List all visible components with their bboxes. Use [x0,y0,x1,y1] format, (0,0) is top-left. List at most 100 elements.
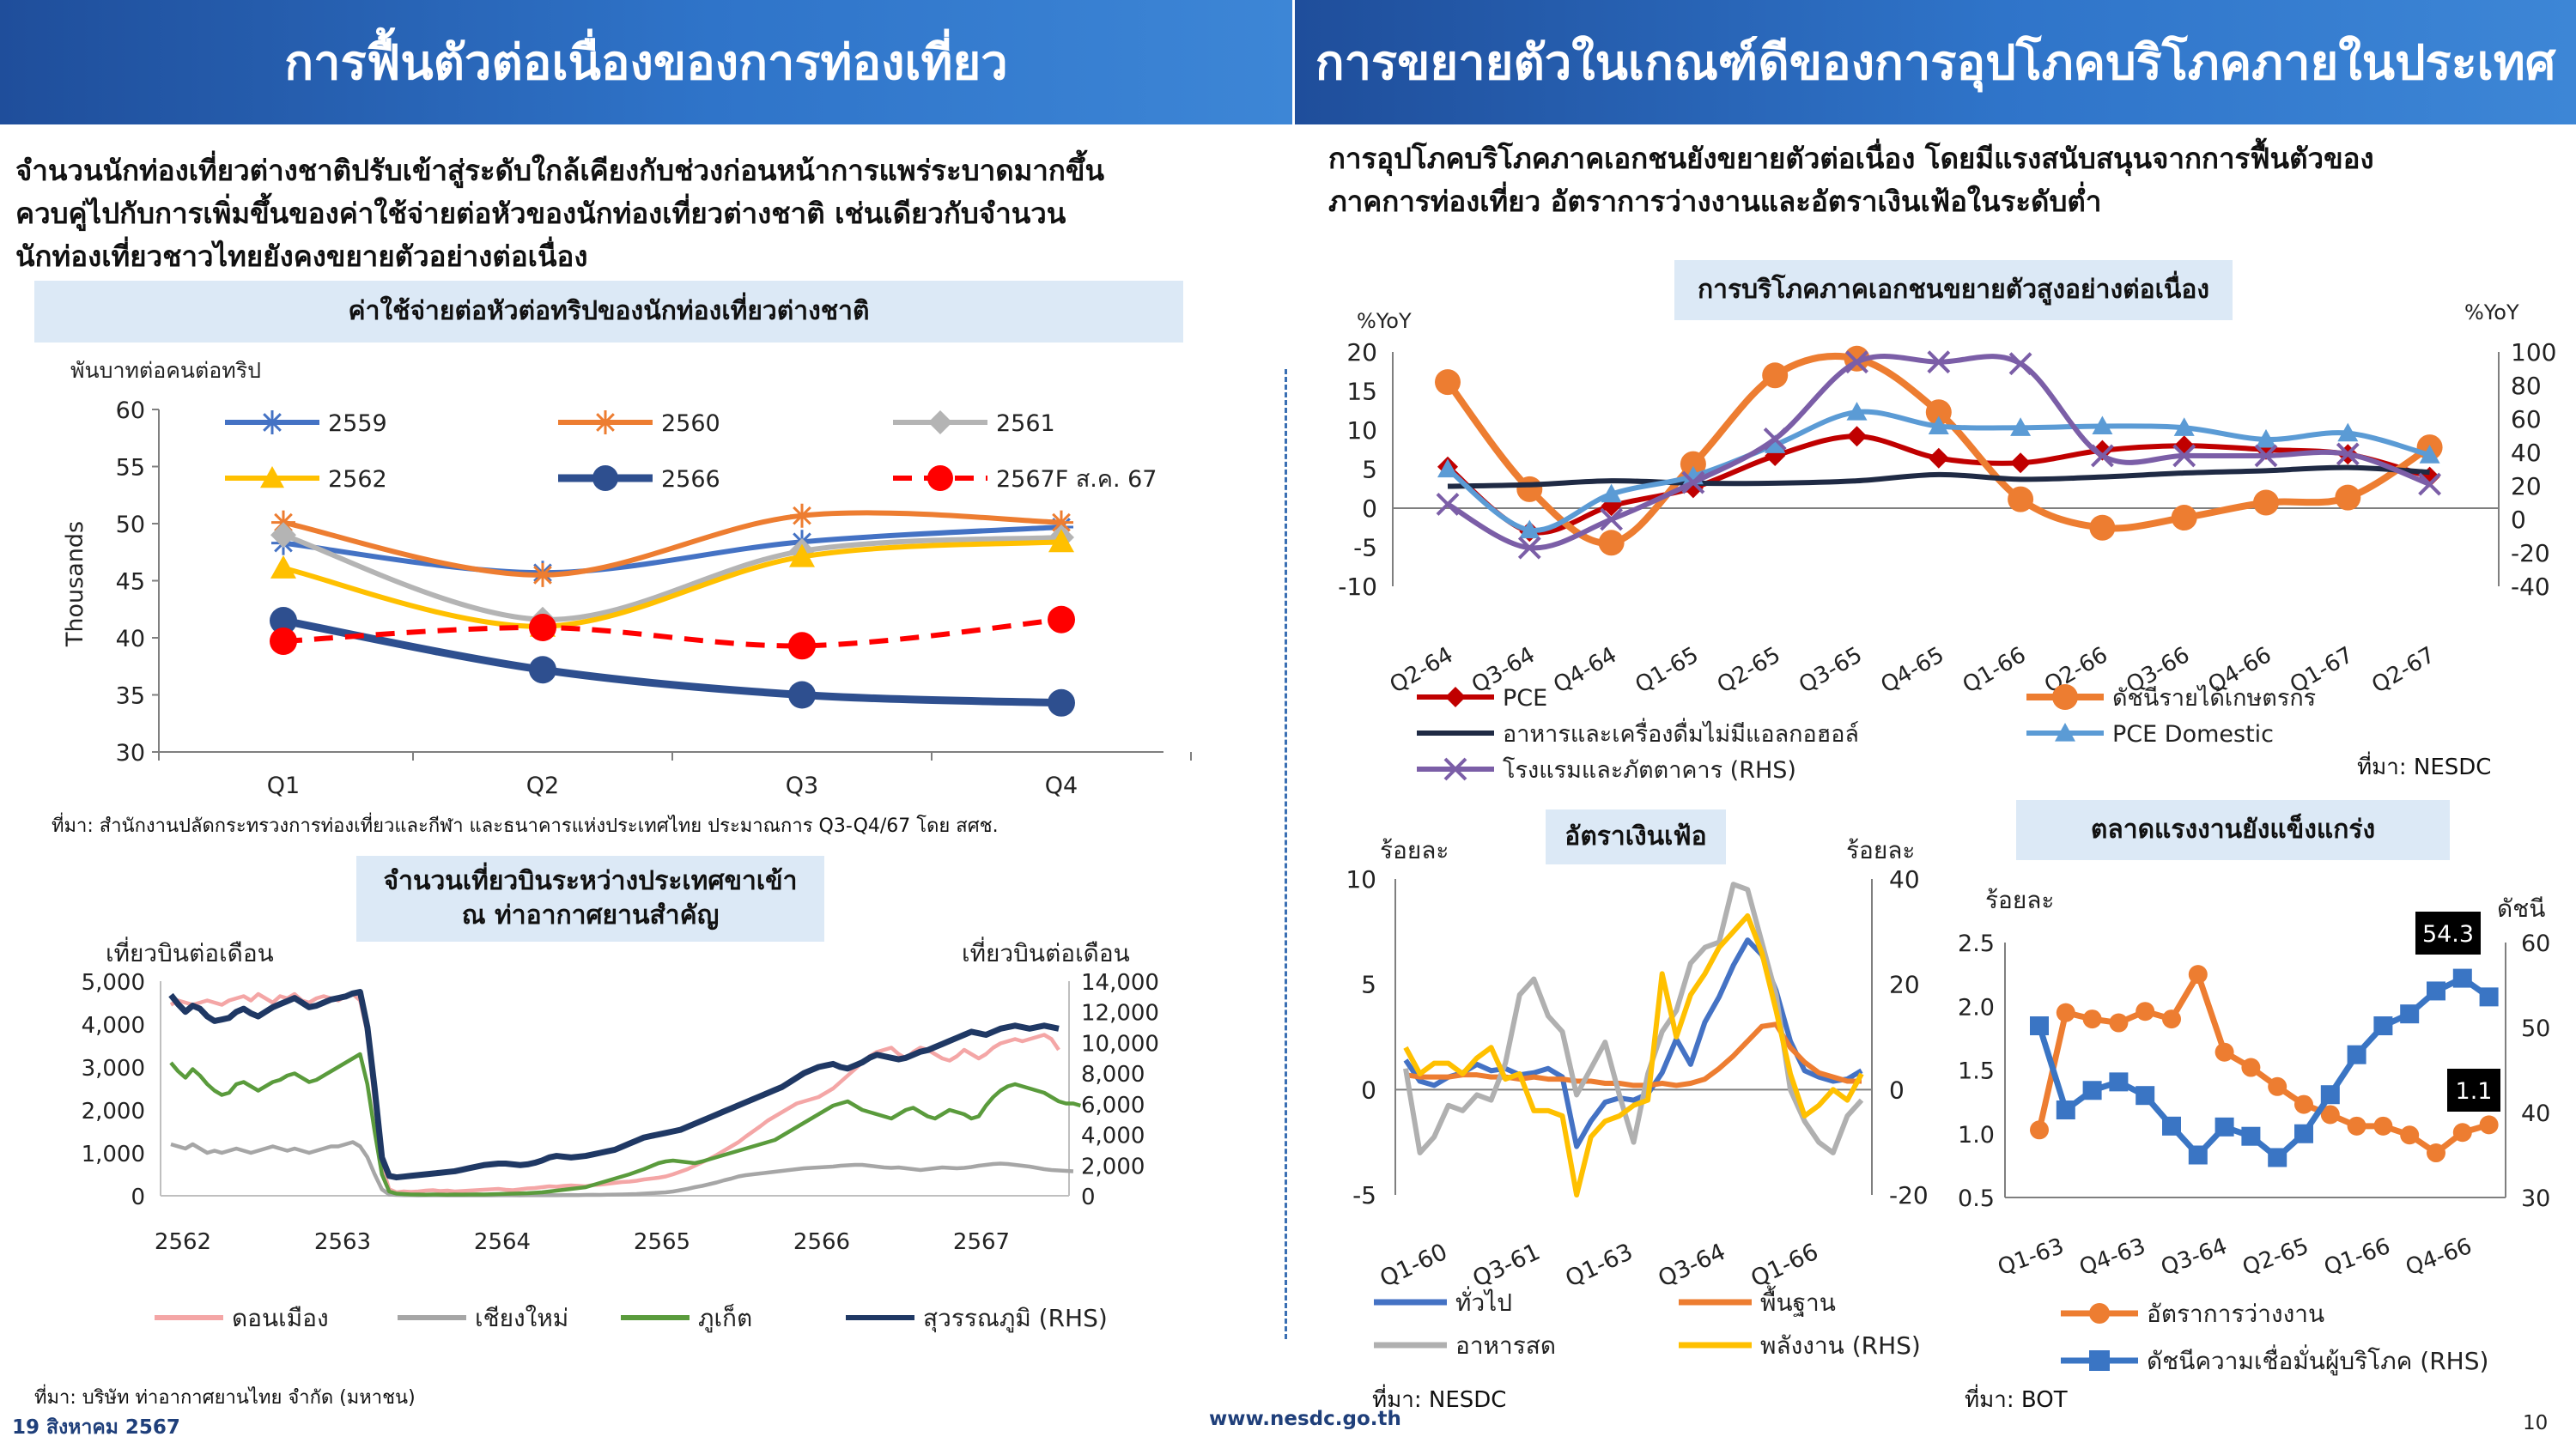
data-point [1925,399,1952,426]
x-tick-label: 2563 [314,1229,371,1255]
data-point [788,681,816,709]
data-point [2452,1123,2472,1143]
right-unit-label: ร้อยละ [1846,836,1915,864]
legend-label: 2559 [328,410,387,437]
right-tick-label: 20 [2511,472,2542,500]
legend-label: ดัชนีความเชื่อมั่นผู้บริโภค (RHS) [2147,1344,2488,1376]
consumption-chart-title: การบริโภคภาคเอกชนขยายตัวสูงอย่างต่อเนื่อ… [1674,260,2233,320]
y-tick-label: 45 [116,569,145,596]
x-tick-label: 2565 [634,1229,690,1255]
data-point [1048,529,1074,553]
data-point [789,543,815,567]
data-point [270,555,296,579]
flights-source: ที่มา: บริษัท ท่าอากาศยานไทย จำกัด (มหาช… [34,1387,416,1409]
right-tick-label: 60 [2511,405,2542,433]
data-point [2089,514,2116,541]
data-point [1762,362,1789,389]
data-point [270,607,297,635]
legend-label: 2562 [328,466,387,493]
data-point [2172,444,2196,468]
right-unit-label: ดัชนี [2497,894,2545,923]
legend-label: สุวรรณภูมิ (RHS) [923,1304,1108,1333]
labor-chart-title: ตลาดแรงงานยังแข็งแกร่ง [2016,800,2450,860]
x-tick-label: 2562 [155,1229,211,1255]
data-point [1436,493,1460,516]
labor-source: ที่มา: BOT [1965,1387,2068,1413]
data-point [1927,350,1951,374]
right-tick-label: 40 [1889,865,1920,894]
right-tick-label: 0 [1081,1185,1096,1210]
series-line-2562 [283,539,1062,629]
right-tick-label: 14,000 [1081,970,1159,996]
footer-date: 19 สิงหาคม 2567 [12,1416,180,1439]
data-point [1928,447,1949,469]
footer-url[interactable]: www.nesdc.go.th [1209,1408,1401,1430]
left-tick-label: 1,000 [82,1142,145,1167]
inflation-source: ที่มา: NESDC [1372,1387,1507,1413]
right-unit-label: %YoY [2464,300,2519,324]
data-point [2162,1116,2181,1136]
data-point [2171,505,2197,531]
data-point [2092,415,2113,435]
annotation-label: 54.3 [2422,921,2474,948]
left-tick-label: 5 [1361,971,1376,999]
series-line-สุวรรณภูมิ (RHS) [168,989,1060,1181]
spending-chart: 30 35 40 45 50 55 60 Q1 Q2 Q3 Q4 พันบาทต่อคนต่อทริป… [62,358,1192,799]
annotation-label: 1.1 [2456,1078,2493,1105]
y-tick-label: 35 [116,683,145,710]
data-point [2109,1013,2129,1033]
data-point [1435,369,1461,396]
left-tick-label: 0 [1362,494,1377,523]
data-point [1846,426,1868,447]
series-line-เชียงใหม่ [170,1140,1074,1197]
left-tick-label: 10 [1346,416,1377,445]
left-tick-label: -10 [1338,573,1377,601]
x-tick-label: Q2 [526,773,559,799]
right-paragraph-line: การอุปโภคบริโภคภาคเอกชนยังขยายตัวต่อเนื่… [1328,142,2374,175]
section-divider [1285,369,1287,1339]
series-line-ดัชนีความเชื่อมั่นผู้บริโภค (RHS) [2036,975,2491,1161]
left-tick-label: -5 [1353,534,1377,562]
right-paragraph: การอุปโภคบริโภคภาคเอกชนยังขยายตัวต่อเนื่… [1328,137,2374,223]
right-tick-label: 6,000 [1081,1093,1145,1119]
data-point [2336,442,2360,466]
data-point [1598,530,1625,556]
x-tick-label: Q2-65 [2239,1234,2312,1281]
x-tick-label: Q4-66 [2403,1234,2476,1281]
data-point [1517,536,1541,560]
data-point [1680,451,1706,477]
legend-label: อัตราการว่างงาน [2147,1300,2324,1328]
left-tick-label: 2,000 [82,1099,145,1125]
data-point [2010,452,2032,474]
right-tick-label: 20 [1889,971,1920,999]
flights-title-line: จำนวนเที่ยวบินระหว่างประเทศขาเข้า [383,866,798,896]
data-point [788,632,816,660]
legend-label: พื้นฐาน [1760,1285,1836,1317]
left-tick-label: 0.5 [1958,1185,1995,1212]
y-axis-title: Thousands [62,521,88,647]
legend-label: ภูเก็ต [698,1303,752,1333]
left-tick-label: 5,000 [82,970,145,996]
data-point [2241,1126,2261,1146]
right-paragraph-line: ภาคการท่องเที่ยว อัตราการว่างงานและอัตรา… [1328,185,2102,218]
x-tick-label: Q3 [786,773,818,799]
left-tick-label: 0 [131,1185,145,1210]
footer-page-number: 10 [2523,1412,2549,1434]
right-tick-label: 40 [2521,1100,2550,1127]
series-line-2566 [283,616,1062,707]
data-point [2215,1117,2234,1137]
x-tick-label: Q4-63 [2076,1234,2149,1281]
data-point [270,522,296,549]
data-point [1048,605,1075,634]
flights-title-line: ณ ท่าอากาศยานสำคัญ [461,900,720,931]
right-tick-label: 80 [2511,372,2542,400]
right-tick-label: 4,000 [1081,1124,1145,1149]
annotation-box [2415,912,2481,955]
legend-marker [2055,723,2075,742]
legend-marker [927,465,953,491]
left-paragraph-line: จำนวนนักท่องเที่ยวต่างชาติปรับเข้าสู่ระด… [15,154,1105,187]
flights-chart-title: จำนวนเที่ยวบินระหว่างประเทศขาเข้า ณ ท่าอ… [356,856,824,942]
data-point [2419,445,2440,464]
data-point [1763,427,1787,451]
y-tick-label: 30 [116,740,145,767]
